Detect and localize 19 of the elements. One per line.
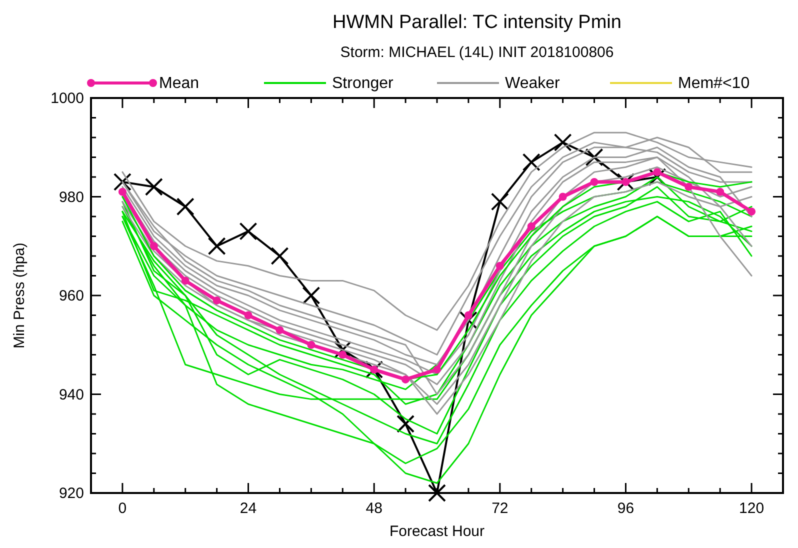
y-tick-label: 1000 [50,90,84,107]
x-tick-label: 24 [240,500,257,517]
y-tick-label: 940 [58,386,84,404]
x-tick-label: 0 [118,500,127,517]
legend-label: Mem#<10 [678,75,750,92]
x-tick-label: 120 [739,500,764,517]
chart-title: HWMN Parallel: TC intensity Pmin [332,12,622,33]
chart-subtitle: Storm: MICHAEL (14L) INIT 2018100806 [340,44,614,61]
legend-label: Stronger [332,75,394,92]
y-tick-label: 920 [58,485,84,502]
x-axis-title: Forecast Hour [389,523,485,540]
x-tick-label: 48 [366,500,382,517]
legend-label: Mean [159,75,200,92]
legend-label: Weaker [505,75,561,92]
y-axis-title: Min Press (hpa) [11,242,28,348]
x-tick-label: 72 [492,500,508,517]
x-tick-label: 96 [617,500,634,517]
y-tick-label: 980 [58,188,84,206]
y-tick-label: 960 [58,288,84,304]
